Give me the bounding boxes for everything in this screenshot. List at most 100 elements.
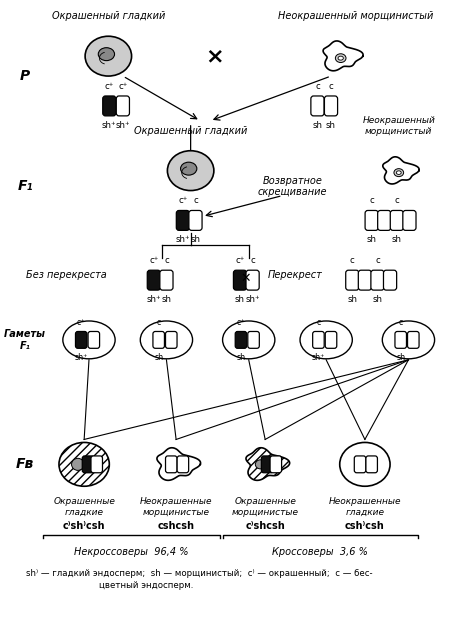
FancyBboxPatch shape (394, 331, 406, 348)
FancyBboxPatch shape (165, 456, 177, 473)
FancyBboxPatch shape (364, 210, 377, 231)
FancyBboxPatch shape (269, 456, 281, 473)
Text: c: c (328, 82, 333, 91)
Text: sh: sh (391, 235, 401, 245)
FancyBboxPatch shape (147, 270, 160, 290)
FancyBboxPatch shape (247, 331, 259, 348)
FancyBboxPatch shape (177, 456, 188, 473)
Text: c⁺: c⁺ (77, 318, 85, 327)
FancyBboxPatch shape (358, 270, 371, 290)
Text: c: c (164, 256, 168, 265)
Polygon shape (246, 447, 289, 480)
Text: sh⁾ — гладкий эндосперм;  sh — морщинистый;  c⁾ — окрашенный;  c — бес-: sh⁾ — гладкий эндосперм; sh — морщинисты… (26, 569, 372, 578)
Text: ✕: ✕ (240, 272, 251, 284)
Text: c⁺: c⁺ (178, 197, 187, 205)
FancyBboxPatch shape (365, 456, 376, 473)
FancyBboxPatch shape (345, 270, 358, 290)
FancyBboxPatch shape (402, 210, 415, 231)
Text: sh: sh (236, 353, 245, 362)
Text: Без перекреста: Без перекреста (26, 270, 106, 280)
FancyBboxPatch shape (353, 456, 365, 473)
Text: sh⁺: sh⁺ (311, 353, 325, 362)
FancyBboxPatch shape (176, 210, 189, 231)
Text: c: c (193, 197, 197, 205)
Text: цветный эндосперм.: цветный эндосперм. (98, 581, 193, 590)
Text: c⁺: c⁺ (235, 256, 244, 265)
FancyBboxPatch shape (152, 331, 164, 348)
Text: c⁺: c⁺ (118, 82, 127, 91)
Text: Неокрашенный
морщинистый: Неокрашенный морщинистый (362, 116, 434, 136)
Text: Перекрест: Перекрест (268, 270, 322, 280)
Text: ×: × (205, 46, 224, 66)
FancyBboxPatch shape (310, 96, 323, 116)
Ellipse shape (396, 171, 400, 174)
Text: sh⁺: sh⁺ (146, 295, 161, 304)
Polygon shape (157, 447, 200, 480)
Text: c⁾shcsh: c⁾shcsh (245, 521, 285, 531)
Ellipse shape (85, 36, 131, 76)
Text: csh⁾csh: csh⁾csh (344, 521, 384, 531)
Text: sh: sh (395, 353, 404, 362)
FancyBboxPatch shape (383, 270, 396, 290)
Text: sh⁺: sh⁺ (245, 295, 259, 304)
Text: c⁺: c⁺ (236, 318, 245, 327)
Text: c⁺: c⁺ (149, 256, 158, 265)
Text: Окрашенные
гладкие: Окрашенные гладкие (53, 497, 115, 516)
Text: c: c (394, 197, 398, 205)
Text: sh: sh (161, 295, 171, 304)
FancyBboxPatch shape (160, 270, 173, 290)
Text: Fв: Fв (16, 458, 34, 471)
Text: cshcsh: cshcsh (157, 521, 194, 531)
Ellipse shape (393, 169, 403, 176)
FancyBboxPatch shape (116, 96, 129, 116)
Polygon shape (322, 41, 362, 71)
Text: sh⁺: sh⁺ (175, 235, 190, 245)
Text: c: c (156, 318, 161, 327)
Ellipse shape (335, 54, 345, 63)
FancyBboxPatch shape (88, 331, 99, 348)
Text: sh: sh (154, 353, 163, 362)
Text: c: c (369, 197, 373, 205)
FancyBboxPatch shape (233, 270, 246, 290)
Polygon shape (382, 157, 418, 184)
Text: sh⁺: sh⁺ (74, 353, 88, 362)
Ellipse shape (339, 442, 389, 486)
Text: Окрашенные
морщинистые: Окрашенные морщинистые (231, 497, 298, 516)
FancyBboxPatch shape (261, 456, 272, 473)
Text: c: c (314, 82, 319, 91)
Text: Окрашенный гладкий: Окрашенный гладкий (134, 126, 247, 136)
FancyBboxPatch shape (324, 96, 337, 116)
Text: sh: sh (190, 235, 200, 245)
Text: sh: sh (325, 121, 335, 130)
Text: c: c (374, 256, 379, 265)
Text: Неокрашенный морщинистый: Неокрашенный морщинистый (277, 11, 432, 21)
Ellipse shape (180, 162, 196, 175)
Ellipse shape (167, 150, 213, 191)
Text: Окрашенный гладкий: Окрашенный гладкий (51, 11, 165, 21)
FancyBboxPatch shape (246, 270, 258, 290)
FancyBboxPatch shape (102, 96, 116, 116)
FancyBboxPatch shape (370, 270, 383, 290)
Text: sh: sh (347, 295, 357, 304)
Text: sh⁺: sh⁺ (102, 121, 117, 130)
Ellipse shape (299, 321, 352, 359)
Text: Некроссоверы  96,4 %: Некроссоверы 96,4 % (74, 547, 188, 557)
Text: c⁺: c⁺ (104, 82, 114, 91)
Ellipse shape (140, 321, 192, 359)
FancyBboxPatch shape (325, 331, 336, 348)
FancyBboxPatch shape (82, 456, 94, 473)
Text: Неокрашенные
морщинистые: Неокрашенные морщинистые (140, 497, 212, 516)
Text: sh: sh (372, 295, 381, 304)
Ellipse shape (337, 56, 342, 60)
Text: sh⁺: sh⁺ (115, 121, 130, 130)
Ellipse shape (98, 47, 114, 61)
Ellipse shape (255, 460, 265, 469)
Text: F₁: F₁ (17, 179, 33, 193)
FancyBboxPatch shape (75, 331, 87, 348)
Text: Возвратное
скрещивание: Возвратное скрещивание (257, 176, 326, 197)
Ellipse shape (72, 458, 84, 470)
Text: Неокрашенные
гладкие: Неокрашенные гладкие (328, 497, 400, 516)
FancyBboxPatch shape (165, 331, 177, 348)
FancyBboxPatch shape (389, 210, 403, 231)
FancyBboxPatch shape (407, 331, 418, 348)
